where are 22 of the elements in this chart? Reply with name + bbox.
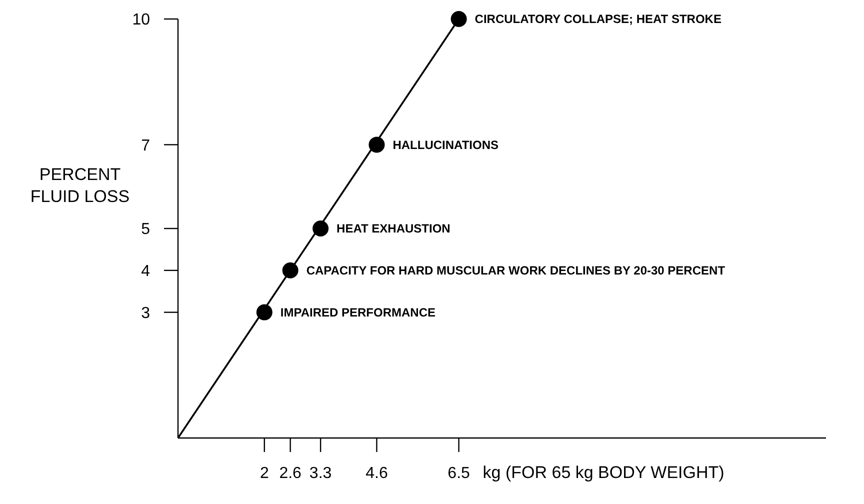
y-tick-label: 10 [132,12,150,29]
annotation: HEAT EXHAUSTION [336,222,450,236]
annotation: CIRCULATORY COLLAPSE; HEAT STROKE [474,12,722,26]
y-axis-title: PERCENT FLUID LOSS [30,165,130,206]
point [368,136,385,153]
annotation: HALLUCINATIONS [392,138,498,152]
x-axis-title: kg (FOR 65 kg BODY WEIGHT) [482,463,724,482]
x-tick-label: 2 [260,465,269,482]
annotation: IMPAIRED PERFORMANCE [280,306,436,320]
x-tick-label: 3.3 [309,465,332,482]
y-tick-label: 3 [141,304,150,322]
x-tick-label: 4.6 [366,465,388,482]
annotation: CAPACITY FOR HARD MUSCULAR WORK DECLINES BY 20-30 PERCENT [306,264,726,278]
point [256,304,272,320]
y-tick-label: 5 [141,221,150,238]
point [312,220,329,236]
point [450,11,467,27]
x-tick-label: 6.5 [448,465,470,482]
y-tick-label: 7 [141,137,150,154]
y-tick-label: 4 [141,263,150,280]
x-tick-label: 2.6 [279,465,302,482]
point [282,262,298,278]
